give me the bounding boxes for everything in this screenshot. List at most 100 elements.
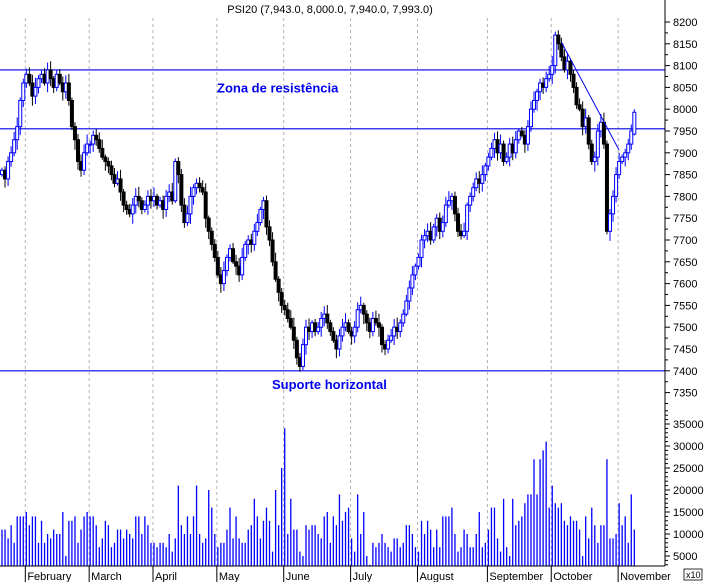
price-tick-label: 8100 xyxy=(673,61,697,73)
candle-down xyxy=(364,313,369,324)
candle-down xyxy=(27,73,32,84)
candle-up xyxy=(416,256,421,267)
candle-up xyxy=(185,213,190,224)
downtrend-line xyxy=(560,41,620,151)
candle-down xyxy=(209,230,214,245)
candle-down xyxy=(556,34,561,45)
candle-down xyxy=(66,82,71,101)
month-label: March xyxy=(91,571,122,582)
candle-up xyxy=(304,326,308,346)
candle-up xyxy=(188,195,193,215)
candle-down xyxy=(176,161,181,176)
candle-down xyxy=(331,331,336,341)
annotations: Zona de resistência Suporte horizontal xyxy=(217,80,387,391)
candle-up xyxy=(352,326,357,337)
candle-down xyxy=(200,187,205,193)
chart-title: PSI20 (7,943.0, 8,000.0, 7,940.0, 7,993.… xyxy=(227,4,433,16)
candle-up xyxy=(528,108,533,128)
price-tick-label: 7850 xyxy=(673,170,697,182)
price-tick-label: 8000 xyxy=(673,104,697,116)
candle-up xyxy=(18,99,23,128)
grid xyxy=(24,18,619,566)
month-label: October xyxy=(553,571,592,582)
candle-up xyxy=(9,152,14,163)
candle-down xyxy=(380,326,384,346)
candle-up xyxy=(173,161,178,202)
candle-up xyxy=(401,313,406,324)
candle-up xyxy=(620,156,625,163)
annotation-label: Suporte horizontal xyxy=(272,377,387,392)
candle-up xyxy=(221,270,226,285)
candle-up xyxy=(592,156,597,163)
candle-up xyxy=(355,309,360,328)
candle-down xyxy=(264,200,269,228)
candle-down xyxy=(574,86,579,106)
candle-up xyxy=(440,222,445,232)
candle-down xyxy=(282,304,287,311)
volume-tick-label: 10000 xyxy=(673,529,704,541)
candle-up xyxy=(422,235,427,241)
month-label: July xyxy=(353,571,373,582)
candle-down xyxy=(376,322,381,328)
candle-up xyxy=(486,156,491,167)
candle-down xyxy=(273,261,278,280)
candle-up xyxy=(535,91,540,101)
candle-up xyxy=(258,208,263,224)
candle-up xyxy=(413,265,418,276)
candle-up xyxy=(6,161,11,180)
candles xyxy=(0,30,637,372)
candle-up xyxy=(142,204,147,210)
candle-up xyxy=(410,274,415,289)
candle-down xyxy=(586,117,591,145)
candle-up xyxy=(340,326,345,337)
candle-down xyxy=(234,261,239,267)
candle-down xyxy=(276,278,281,293)
volume-tick-label: 35000 xyxy=(673,419,704,431)
candle-down xyxy=(288,317,293,328)
candle-up xyxy=(15,126,20,141)
candle-up xyxy=(252,230,257,245)
candle-up xyxy=(82,152,87,171)
candle-up xyxy=(544,78,549,88)
candle-down xyxy=(328,322,333,333)
month-label: February xyxy=(27,571,72,582)
price-tick-label: 8150 xyxy=(673,39,697,51)
candle-down xyxy=(121,191,126,206)
volume-tick-label: 5000 xyxy=(673,551,697,563)
candle-down xyxy=(97,139,102,149)
month-label: April xyxy=(155,571,177,582)
volume-tick-label: 25000 xyxy=(673,463,704,475)
candle-up xyxy=(532,99,536,110)
candle-up xyxy=(446,200,451,206)
candle-up xyxy=(407,287,412,302)
price-tick-label: 7350 xyxy=(673,388,697,400)
price-tick-label: 7400 xyxy=(673,366,697,378)
candle-up xyxy=(623,152,628,158)
candle-up xyxy=(33,86,38,97)
volume-multiplier-label: x10 xyxy=(686,570,701,580)
price-tick-label: 7750 xyxy=(673,213,697,225)
month-label: August xyxy=(419,571,453,582)
candle-up xyxy=(21,82,26,101)
price-tick-label: 8050 xyxy=(673,82,697,94)
candle-down xyxy=(285,309,290,319)
candle-down xyxy=(291,326,296,341)
candle-down xyxy=(589,143,594,163)
volume-tick-label: 20000 xyxy=(673,485,704,497)
candle-down xyxy=(100,147,105,158)
candle-up xyxy=(337,335,342,350)
candle-up xyxy=(489,147,494,158)
candle-up xyxy=(164,195,169,210)
candle-up xyxy=(88,143,93,146)
candle-up xyxy=(471,187,476,197)
candle-up xyxy=(443,204,448,224)
month-label: November xyxy=(620,571,671,582)
candle-up xyxy=(255,222,260,232)
candle-up xyxy=(243,243,248,258)
month-label: September xyxy=(489,571,543,582)
candle-up xyxy=(370,317,375,333)
candle-down xyxy=(452,195,457,215)
candle-down xyxy=(72,126,77,141)
candle-down xyxy=(519,130,524,136)
